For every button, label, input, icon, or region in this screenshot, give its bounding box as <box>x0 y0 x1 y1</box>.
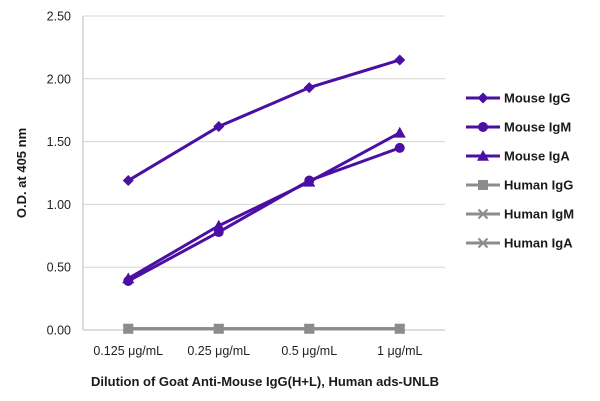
y-tick-label: 1.50 <box>47 135 71 149</box>
series-layer <box>122 54 406 334</box>
legend-item: Mouse IgG <box>466 91 570 106</box>
legend-item: Human IgM <box>466 207 574 222</box>
y-axis-title: O.D. at 405 nm <box>14 128 29 218</box>
data-point <box>394 142 405 153</box>
data-point <box>212 219 225 231</box>
legend-marker <box>478 122 488 132</box>
series-line <box>127 58 401 182</box>
legend-item: Human IgG <box>466 178 573 193</box>
data-point <box>393 126 406 138</box>
y-tick-label: 0.50 <box>47 261 71 275</box>
y-tick-label: 2.00 <box>47 72 71 86</box>
y-tick-label: 1.00 <box>47 198 71 212</box>
legend-item: Mouse IgM <box>466 120 571 135</box>
data-point <box>303 82 315 94</box>
legend-item: Mouse IgA <box>466 149 570 164</box>
data-point <box>304 323 315 334</box>
data-point <box>122 175 134 187</box>
data-point <box>213 227 224 238</box>
data-point <box>213 323 224 334</box>
data-point <box>123 323 134 334</box>
x-axis-title: Dilution of Goat Anti-Mouse IgG(H+L), Hu… <box>91 374 439 389</box>
legend-label: Mouse IgA <box>504 149 570 164</box>
legend-label: Mouse IgG <box>504 91 570 106</box>
x-tick-label: 0.5 μg/mL <box>281 344 337 358</box>
series-line <box>127 131 401 280</box>
legend-marker <box>477 237 489 249</box>
axes: 0.00 0.50 1.00 1.50 2.00 2.50 0.125 μg/mL 0.25 … <box>47 10 445 358</box>
grid <box>83 15 445 268</box>
data-point <box>394 54 406 66</box>
legend-item: Human IgA <box>466 236 573 251</box>
x-tick-label: 0.125 μg/mL <box>93 344 163 358</box>
legend-label: Mouse IgM <box>504 120 571 135</box>
legend-marker <box>478 180 488 190</box>
data-point <box>304 175 315 186</box>
series-human-igg <box>123 323 405 334</box>
data-point <box>394 323 405 334</box>
series-line <box>127 146 401 283</box>
legend-marker <box>477 92 489 104</box>
y-tick-label: 0.00 <box>47 324 71 338</box>
legend-label: Human IgA <box>504 236 573 251</box>
series-mouse-igg <box>122 54 406 187</box>
legend-label: Human IgG <box>504 178 573 193</box>
x-tick-label: 0.25 μg/mL <box>187 344 250 358</box>
data-point <box>123 276 134 287</box>
legend-label: Human IgM <box>504 207 574 222</box>
legend-marker <box>477 150 489 161</box>
legend: Mouse IgG Mouse IgM Mouse IgA Human IgG Huma… <box>466 91 574 251</box>
data-point <box>213 121 225 133</box>
y-tick-label: 2.50 <box>47 10 71 24</box>
legend-marker <box>477 208 489 220</box>
series-mouse-igm <box>123 142 405 287</box>
x-tick-label: 1 μg/mL <box>377 344 422 358</box>
